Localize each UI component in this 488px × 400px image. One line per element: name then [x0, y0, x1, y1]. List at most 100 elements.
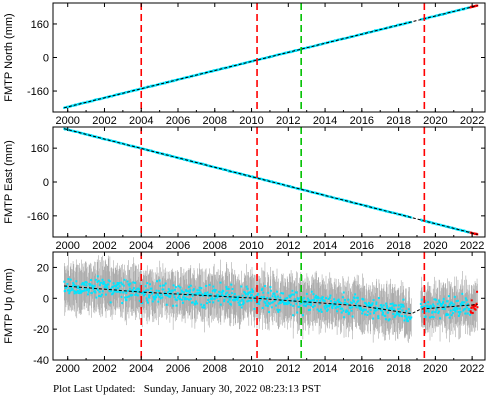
data-point — [173, 296, 176, 299]
data-point — [149, 290, 152, 293]
data-point — [282, 292, 285, 295]
data-point — [426, 306, 429, 309]
data-point — [78, 287, 81, 290]
x-tick-label: 2012 — [276, 115, 300, 127]
data-point — [433, 298, 436, 301]
x-tick-label: 2020 — [423, 240, 447, 252]
data-point — [365, 303, 368, 306]
data-point — [163, 291, 166, 294]
data-point — [159, 284, 162, 287]
data-point — [127, 295, 130, 298]
data-point — [72, 283, 75, 286]
data-point — [302, 304, 305, 307]
data-point — [371, 303, 374, 306]
data-point — [326, 304, 329, 307]
data-point — [457, 314, 460, 317]
data-point — [147, 289, 150, 292]
data-point — [448, 316, 451, 319]
data-point — [405, 310, 408, 313]
data-point — [196, 289, 199, 292]
data-point — [357, 299, 360, 302]
data-point — [239, 303, 242, 306]
data-point — [277, 310, 280, 313]
data-point — [88, 284, 91, 287]
data-point — [361, 312, 364, 315]
data-point — [103, 282, 106, 285]
data-point — [384, 314, 387, 317]
data-point — [116, 287, 119, 290]
x-tick-label: 2000 — [55, 240, 79, 252]
data-point — [465, 304, 468, 307]
data-point — [458, 312, 461, 315]
data-point — [255, 295, 258, 298]
data-point — [279, 296, 282, 299]
data-point — [286, 296, 289, 299]
data-point — [100, 281, 103, 284]
data-point — [401, 315, 404, 318]
data-point — [211, 289, 214, 292]
data-point — [202, 294, 205, 297]
data-point — [75, 291, 78, 294]
data-point — [433, 305, 436, 308]
data-point — [86, 293, 89, 296]
data-point — [464, 297, 467, 300]
data-point — [234, 297, 237, 300]
data-point — [445, 312, 448, 315]
data-point — [112, 282, 115, 285]
data-point — [112, 285, 115, 288]
x-tick-label: 2010 — [239, 240, 263, 252]
data-point — [426, 308, 429, 311]
data-point — [99, 281, 102, 284]
data-point — [293, 293, 296, 296]
data-point — [385, 302, 388, 305]
data-point — [350, 306, 353, 309]
data-point — [375, 301, 378, 304]
data-point — [256, 302, 259, 305]
data-point — [97, 289, 100, 292]
data-point — [115, 285, 118, 288]
data-point — [424, 301, 427, 304]
data-point — [355, 306, 358, 309]
data-point — [213, 298, 216, 301]
data-point — [126, 296, 129, 299]
data-point — [424, 315, 427, 318]
data-point — [107, 283, 110, 286]
data-point — [467, 303, 470, 306]
data-point — [68, 289, 71, 292]
data-point — [127, 289, 130, 292]
data-point — [330, 302, 333, 305]
data-point — [461, 292, 464, 295]
data-point — [242, 303, 245, 306]
trend-line — [63, 128, 478, 235]
data-point — [130, 294, 133, 297]
data-point — [402, 305, 405, 308]
data-point — [428, 316, 431, 319]
data-point — [462, 303, 465, 306]
data-point — [139, 288, 142, 291]
data-point — [210, 298, 213, 301]
data-point — [179, 298, 182, 301]
data-point — [246, 287, 249, 290]
data-point — [121, 301, 124, 304]
data-point — [225, 285, 228, 288]
data-point — [271, 295, 274, 298]
data-point — [265, 304, 268, 307]
data-point — [350, 302, 353, 305]
data-point — [398, 314, 401, 317]
data-point — [432, 303, 435, 306]
data-point — [283, 303, 286, 306]
data-point — [85, 284, 88, 287]
data-point — [83, 289, 86, 292]
data-point — [392, 304, 395, 307]
data-point — [387, 308, 390, 311]
data-point — [91, 285, 94, 288]
data-point — [244, 293, 247, 296]
data-point — [300, 302, 303, 305]
data-point — [463, 301, 466, 304]
data-point — [187, 286, 190, 289]
data-point — [367, 310, 370, 313]
data-point — [475, 302, 478, 305]
data-point — [369, 312, 372, 315]
data-point — [301, 314, 304, 317]
data-point — [271, 301, 274, 304]
